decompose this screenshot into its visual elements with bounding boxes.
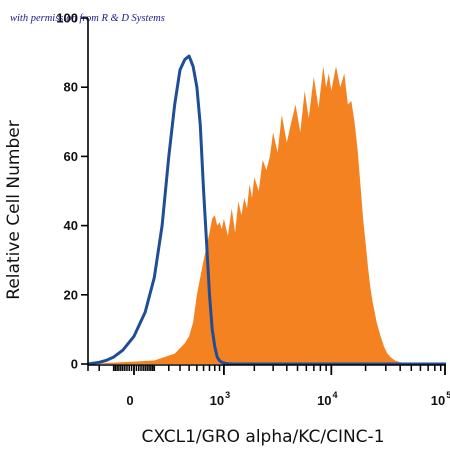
x-tick-label: 103 — [210, 390, 230, 408]
x-tick-label: 0 — [126, 393, 133, 408]
y-tick-label: 20 — [64, 287, 78, 302]
filled-histogram-series — [88, 66, 446, 365]
x-tick-label: 104 — [317, 390, 337, 408]
x-axis-label: CXCL1/GRO alpha/KC/CINC-1 — [141, 427, 384, 447]
outline-histogram-series — [87, 54, 446, 366]
y-tick-label: 100 — [56, 11, 78, 26]
axes: 0 20 40 60 80 100 0 103 104 105 — [56, 11, 450, 409]
y-tick-label: 0 — [71, 357, 78, 372]
y-axis-label: Relative Cell Number — [4, 120, 24, 299]
y-tick-label: 40 — [64, 218, 78, 233]
x-tick-label: 105 — [431, 390, 450, 408]
plot-area — [87, 54, 446, 366]
y-tick-label: 60 — [64, 149, 78, 164]
y-tick-label: 80 — [64, 80, 78, 95]
